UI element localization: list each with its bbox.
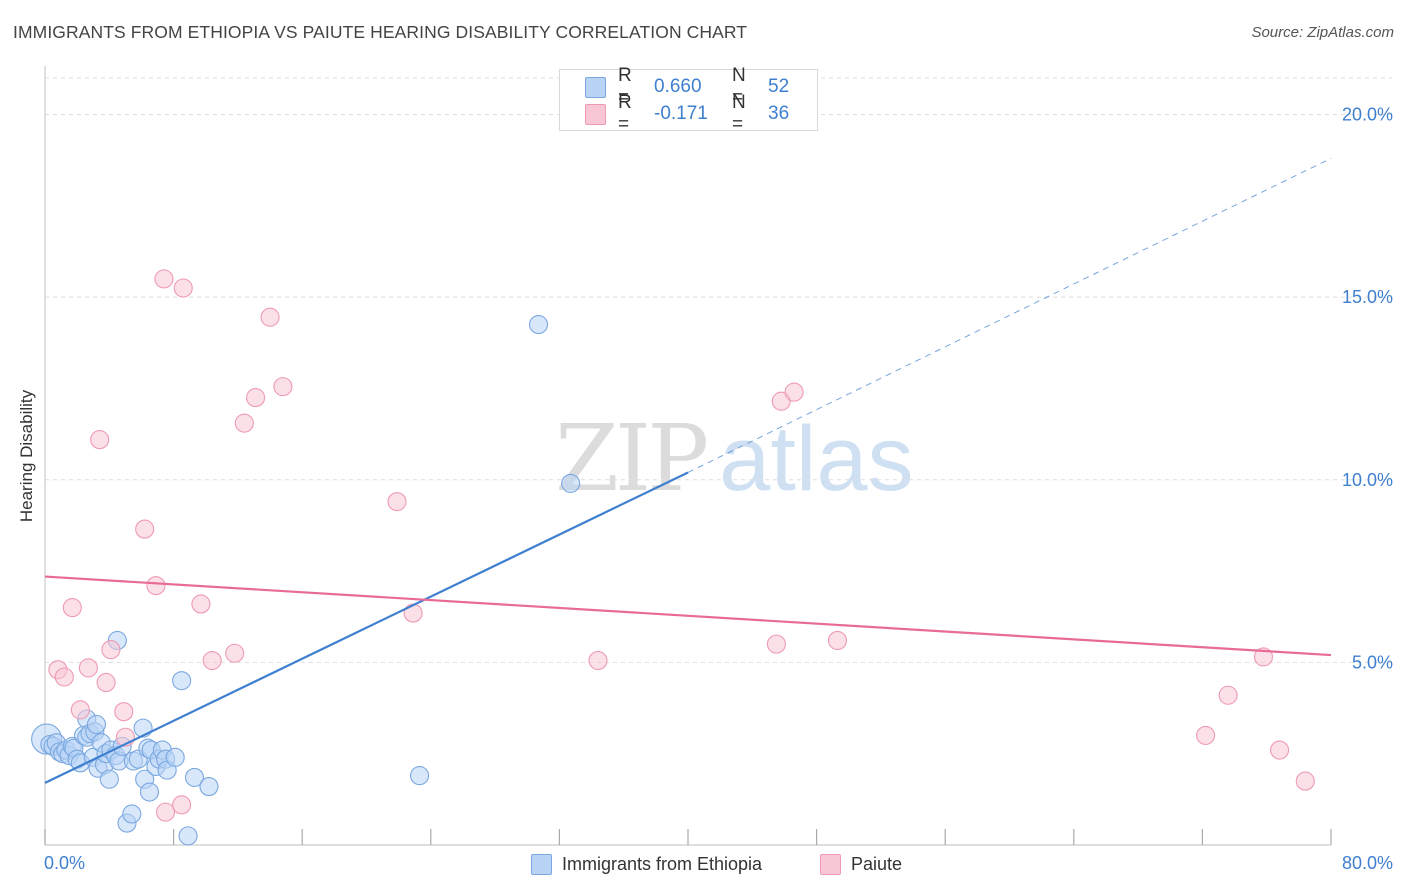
trend-line-ethiopia-extension bbox=[687, 157, 1332, 473]
point-paiute bbox=[225, 643, 245, 663]
legend-n-label: N = bbox=[732, 92, 746, 135]
point-paiute bbox=[78, 658, 98, 678]
x-tick-label-min: 0.0% bbox=[44, 853, 85, 873]
legend-r-label: R = bbox=[618, 65, 632, 108]
point-ethiopia bbox=[139, 782, 160, 802]
point-paiute bbox=[387, 492, 407, 512]
point-paiute bbox=[1295, 771, 1315, 791]
point-paiute bbox=[234, 413, 254, 433]
point-paiute bbox=[273, 377, 293, 397]
point-paiute bbox=[260, 307, 280, 327]
legend-label-ethiopia: Immigrants from Ethiopia bbox=[562, 853, 763, 874]
trend-lines bbox=[44, 157, 1332, 784]
point-paiute bbox=[827, 630, 848, 651]
point-ethiopia bbox=[409, 766, 430, 786]
legend-n-value: 52 bbox=[768, 76, 790, 97]
y-tick-label: 15.0% bbox=[1342, 287, 1393, 307]
point-paiute bbox=[1196, 725, 1216, 745]
point-paiute bbox=[173, 278, 193, 298]
source-label: Source: ZipAtlas.com bbox=[1251, 24, 1394, 41]
series-paiute-points bbox=[48, 269, 1315, 822]
point-paiute bbox=[146, 576, 166, 596]
tick-labels: 5.0% 10.0% 15.0% 20.0% 0.0% 80.0% bbox=[44, 105, 1393, 873]
point-ethiopia bbox=[99, 769, 119, 789]
point-paiute bbox=[114, 702, 134, 722]
point-paiute bbox=[156, 802, 176, 822]
legend-item-paiute: Paiute bbox=[820, 851, 902, 877]
legend-swatch-paiute bbox=[585, 103, 606, 125]
point-paiute bbox=[766, 634, 786, 654]
legend-n-label: N = bbox=[732, 65, 746, 108]
trend-line-paiute bbox=[44, 575, 1332, 657]
trend-line-ethiopia bbox=[44, 471, 689, 784]
point-paiute bbox=[54, 667, 74, 687]
point-paiute bbox=[403, 603, 423, 623]
grid-lines bbox=[45, 77, 1392, 663]
legend-swatch-ethiopia bbox=[531, 853, 552, 875]
point-ethiopia bbox=[178, 826, 198, 846]
legend-r-label: R = bbox=[618, 92, 632, 135]
legend-r-value: -0.171 bbox=[654, 103, 708, 124]
point-ethiopia bbox=[528, 314, 549, 335]
point-paiute bbox=[135, 519, 155, 539]
point-paiute bbox=[1270, 740, 1290, 760]
point-ethiopia bbox=[199, 777, 219, 797]
y-tick-label: 20.0% bbox=[1342, 105, 1393, 125]
point-paiute bbox=[70, 700, 90, 720]
point-ethiopia bbox=[172, 671, 192, 691]
point-paiute bbox=[246, 388, 266, 408]
point-paiute bbox=[191, 594, 211, 614]
point-ethiopia bbox=[86, 714, 106, 735]
point-paiute bbox=[101, 640, 121, 660]
point-paiute bbox=[62, 598, 82, 618]
point-ethiopia bbox=[561, 473, 581, 493]
series-ethiopia-points bbox=[31, 314, 581, 846]
point-paiute bbox=[784, 382, 804, 402]
legend-r-value: 0.660 bbox=[654, 76, 702, 97]
point-paiute bbox=[90, 430, 110, 450]
point-paiute bbox=[172, 795, 192, 815]
point-paiute bbox=[154, 269, 174, 289]
y-tick-label: 5.0% bbox=[1352, 652, 1393, 672]
point-ethiopia bbox=[184, 767, 205, 787]
point-paiute bbox=[202, 651, 222, 671]
legend-swatch-paiute bbox=[820, 853, 841, 875]
legend-n-value: 36 bbox=[768, 103, 790, 124]
point-paiute bbox=[1253, 647, 1274, 667]
y-tick-label: 10.0% bbox=[1342, 470, 1393, 490]
correlation-legend: R = 0.660 N = 52 R = -0.171 N = 36 bbox=[559, 65, 818, 135]
axes bbox=[44, 66, 1332, 846]
point-ethiopia bbox=[122, 804, 142, 824]
legend-swatch-ethiopia bbox=[585, 76, 606, 98]
point-paiute bbox=[1218, 685, 1238, 705]
point-paiute bbox=[771, 391, 791, 411]
legend-item-ethiopia: Immigrants from Ethiopia bbox=[531, 851, 762, 877]
chart-title: IMMIGRANTS FROM ETHIOPIA VS PAIUTE HEARI… bbox=[13, 22, 748, 42]
x-tick-label-max: 80.0% bbox=[1342, 853, 1393, 873]
legend-label-paiute: Paiute bbox=[851, 853, 903, 874]
point-ethiopia bbox=[165, 747, 185, 767]
point-paiute bbox=[96, 672, 116, 693]
point-paiute bbox=[588, 651, 608, 671]
